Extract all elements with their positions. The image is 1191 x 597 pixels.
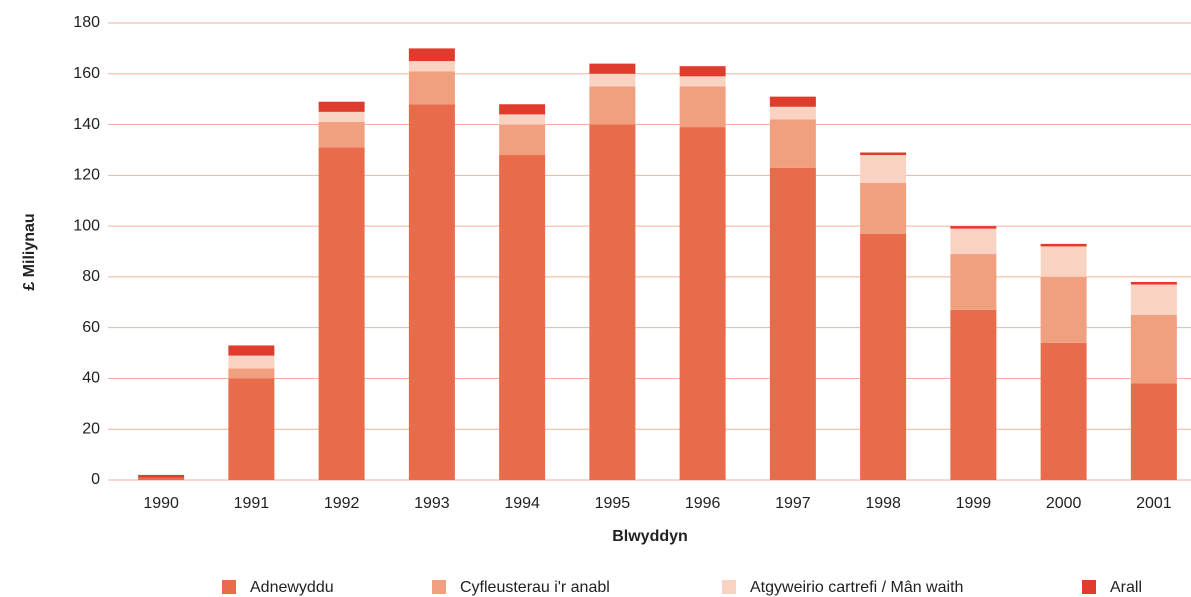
bar-segment [679, 66, 726, 77]
bar-segment [318, 147, 365, 480]
bar-segment [408, 61, 455, 72]
bar-segment [138, 477, 185, 480]
x-tick-label: 1998 [865, 495, 901, 512]
bar-segment [228, 378, 275, 480]
bar-segment [1130, 383, 1177, 480]
bar-segment [589, 124, 636, 481]
x-tick-label: 1995 [595, 495, 631, 512]
x-axis-title: Blwyddyn [612, 528, 688, 545]
bar-segment [589, 86, 636, 125]
y-tick-label: 40 [82, 370, 100, 387]
bar-segment [228, 345, 275, 356]
bar-segment [679, 127, 726, 480]
bar-segment [1040, 246, 1087, 277]
y-tick-label: 180 [73, 14, 100, 31]
y-axis-title: £ Miliynau [21, 213, 38, 290]
y-tick-label: 80 [82, 268, 100, 285]
bar-segment [499, 155, 546, 480]
legend-swatch [722, 580, 736, 594]
bar-segment [769, 96, 816, 107]
legend-swatch [432, 580, 446, 594]
bar-segment [318, 122, 365, 148]
bar-segment [408, 48, 455, 62]
bar-segment [679, 76, 726, 87]
x-tick-label: 1991 [234, 495, 270, 512]
bar-segment [408, 104, 455, 480]
bar-segment [1040, 342, 1087, 480]
y-tick-label: 20 [82, 420, 100, 437]
y-tick-label: 0 [91, 471, 100, 488]
x-tick-label: 1992 [324, 495, 360, 512]
bar-segment [589, 63, 636, 74]
bar-segment [228, 355, 275, 369]
bar-segment [860, 155, 907, 183]
legend-swatch [1082, 580, 1096, 594]
y-tick-label: 100 [73, 217, 100, 234]
bar-segment [769, 119, 816, 168]
bar-segment [769, 167, 816, 480]
x-tick-label: 1990 [143, 495, 179, 512]
bar-segment [499, 104, 546, 115]
bar-segment [1040, 276, 1087, 343]
legend-swatch [222, 580, 236, 594]
y-tick-label: 160 [73, 65, 100, 82]
legend-label: Arall [1110, 579, 1142, 596]
y-tick-label: 120 [73, 167, 100, 184]
bar-segment [138, 474, 185, 478]
bar-segment [950, 228, 997, 255]
bar-segment [499, 124, 546, 156]
x-tick-label: 1993 [414, 495, 450, 512]
x-tick-label: 1996 [685, 495, 721, 512]
bar-segment [1130, 281, 1177, 285]
x-tick-label: 1994 [504, 495, 540, 512]
bar-segment [408, 71, 455, 105]
bar-segment [679, 86, 726, 128]
y-tick-label: 60 [82, 319, 100, 336]
bar-segment [318, 101, 365, 112]
x-tick-label: 2001 [1136, 495, 1172, 512]
bar-segment [589, 73, 636, 87]
legend-label: Cyfleusterau i'r anabl [460, 579, 610, 596]
bar-segment [860, 152, 907, 156]
x-tick-label: 1997 [775, 495, 811, 512]
bar-segment [860, 233, 907, 480]
bar-segment [1130, 284, 1177, 315]
bar-segment [860, 182, 907, 234]
bar-segment [950, 226, 997, 229]
bar-segment [1040, 243, 1087, 247]
bar-segment [769, 106, 816, 120]
legend-label: Atgyweirio cartrefi / Mân waith [750, 579, 963, 596]
legend-label: Adnewyddu [250, 579, 334, 596]
bar-segment [950, 254, 997, 310]
bar-segment [228, 368, 275, 379]
x-tick-label: 2000 [1046, 495, 1082, 512]
bar-segment [318, 111, 365, 123]
bar-segment [950, 309, 997, 480]
x-tick-label: 1999 [956, 495, 992, 512]
bar-segment [1130, 314, 1177, 384]
y-tick-label: 140 [73, 116, 100, 133]
bar-segment [499, 114, 546, 125]
